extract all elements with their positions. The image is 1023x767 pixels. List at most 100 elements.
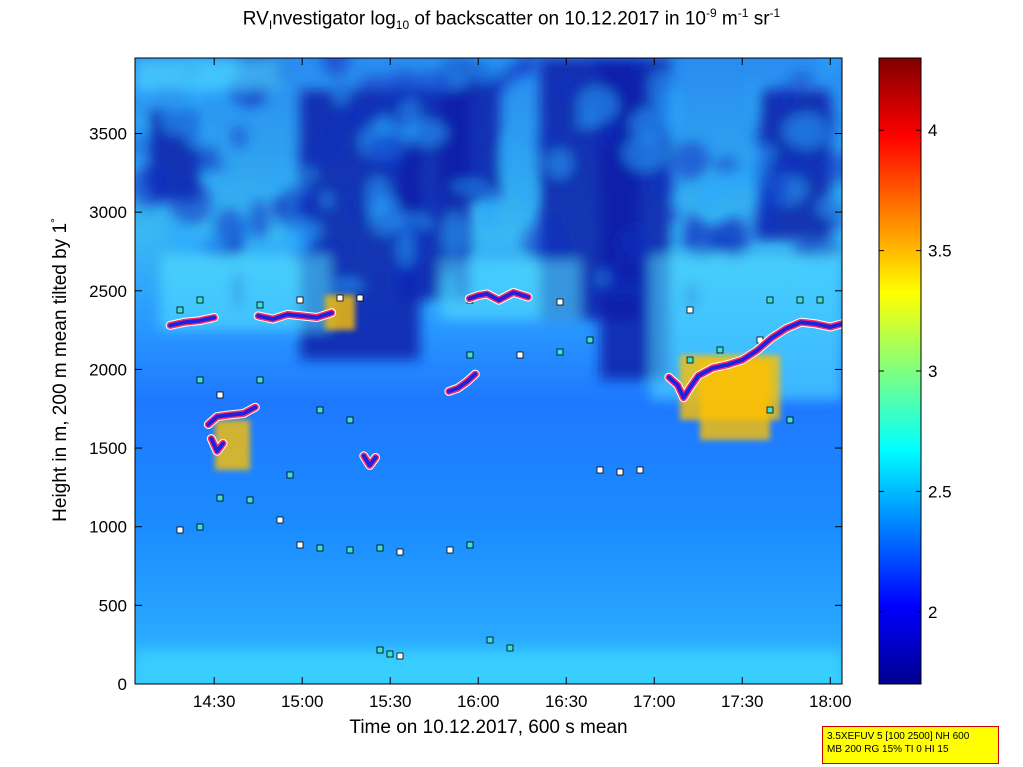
texture-blob	[333, 85, 350, 106]
cloud-base-marker	[376, 544, 384, 552]
texture-blob	[321, 58, 350, 77]
cloud-base-marker	[316, 544, 324, 552]
texture-blob	[199, 143, 219, 167]
backscatter-heatmap	[135, 58, 842, 684]
cloud-base-marker	[586, 336, 594, 344]
chart-title: RVInvestigator log10 of backscatter on 1…	[242, 6, 781, 33]
texture-blob	[287, 219, 323, 244]
y-tick-label: 3500	[89, 124, 127, 143]
texture-blob	[753, 131, 773, 150]
texture-blob	[663, 206, 680, 224]
cloud-base-marker	[816, 296, 824, 304]
texture-blob	[442, 212, 466, 258]
texture-blob	[671, 141, 710, 181]
texture-blob	[816, 198, 837, 217]
texture-blob	[644, 168, 676, 201]
cloud-base-marker	[286, 471, 294, 479]
texture-blob	[522, 221, 572, 265]
texture-blob	[397, 227, 415, 268]
cloud-base-marker	[336, 294, 344, 302]
settings-info-box: 3.5XEFUV 5 [100 2500] NH 600 MB 200 RG 1…	[822, 726, 999, 764]
texture-blob	[546, 148, 573, 179]
texture-blob	[812, 151, 842, 184]
texture-blob	[777, 84, 795, 113]
texture-blob	[719, 166, 762, 192]
cloud-base-marker	[346, 416, 354, 424]
texture-blob	[321, 191, 332, 209]
cloud-base-marker	[486, 636, 494, 644]
y-tick-label: 2500	[89, 282, 127, 301]
x-tick-label: 15:00	[281, 692, 324, 711]
texture-blob	[556, 73, 578, 101]
cloud-base-track	[361, 453, 378, 468]
cloud-base-marker	[556, 298, 564, 306]
texture-blob	[297, 143, 328, 166]
cloud-base-marker	[296, 541, 304, 549]
colorbar-tick-label: 4	[928, 121, 937, 140]
texture-blob	[337, 100, 369, 132]
cloud-base-marker	[466, 351, 474, 359]
texture-blob	[329, 278, 364, 293]
texture-blob	[368, 133, 406, 177]
y-axis-label: Height in m, 200 m mean tilted by 1°	[47, 218, 72, 522]
texture-blob	[389, 254, 427, 297]
cloud-base-marker	[766, 406, 774, 414]
texture-blob	[622, 134, 668, 172]
colorbar-tick-label: 2.5	[928, 482, 952, 501]
y-tick-label: 0	[118, 675, 127, 694]
texture-blob	[577, 86, 619, 123]
texture-blob	[616, 225, 656, 262]
texture-blob	[625, 58, 645, 68]
texture-blob	[366, 175, 391, 219]
texture-blob	[794, 241, 842, 259]
cloud-base-marker	[246, 496, 254, 504]
texture-blob	[824, 101, 837, 142]
colorbar-tick-label: 2	[928, 603, 937, 622]
x-tick-label: 17:00	[633, 692, 676, 711]
cloud-base-marker	[276, 516, 284, 524]
cloud-base-marker	[176, 306, 184, 314]
texture-blob	[789, 73, 814, 86]
cloud-base-marker	[376, 646, 384, 654]
texture-blob	[183, 113, 212, 149]
cloud-base-marker	[216, 494, 224, 502]
x-tick-label: 18:00	[809, 692, 852, 711]
texture-blob	[783, 113, 829, 149]
cloud-base-marker	[686, 356, 694, 364]
y-tick-label: 1000	[89, 518, 127, 537]
texture-blob	[604, 261, 623, 301]
texture-blob	[181, 232, 229, 258]
texture-blob	[500, 137, 516, 182]
colorbar-tick-label: 3.5	[928, 242, 952, 261]
colorbar	[878, 57, 922, 685]
cloud-base-track	[168, 315, 217, 328]
cloud-base-marker	[466, 541, 474, 549]
cloud-base-marker	[346, 546, 354, 554]
texture-blob	[248, 199, 270, 240]
texture-blob	[534, 210, 565, 223]
texture-blob	[449, 180, 487, 193]
x-axis-label: Time on 10.12.2017, 600 s mean	[349, 717, 628, 738]
texture-blob	[187, 161, 229, 173]
cloud-base-marker	[316, 406, 324, 414]
texture-blob	[534, 134, 570, 147]
cloud-base-marker	[256, 301, 264, 309]
texture-blob	[160, 104, 191, 135]
colorbar-axis: 2 2.5 3 3.5 4	[879, 121, 952, 622]
texture-blob	[700, 172, 723, 213]
info-line-1: 3.5XEFUV 5 [100 2500] NH 600	[827, 731, 970, 742]
texture-blob	[520, 182, 536, 206]
texture-blob	[303, 167, 317, 181]
cloud-base-track	[256, 310, 334, 322]
texture-blob	[388, 70, 420, 89]
cloud-base-marker	[196, 296, 204, 304]
texture-blob	[168, 179, 213, 226]
texture-blob	[481, 187, 498, 233]
cloud-base-marker	[636, 466, 644, 474]
texture-blob	[756, 171, 788, 211]
cloud-base-marker	[516, 351, 524, 359]
texture-blob	[265, 180, 288, 190]
plot-frame	[134, 57, 843, 685]
cloud-base-marker	[786, 416, 794, 424]
